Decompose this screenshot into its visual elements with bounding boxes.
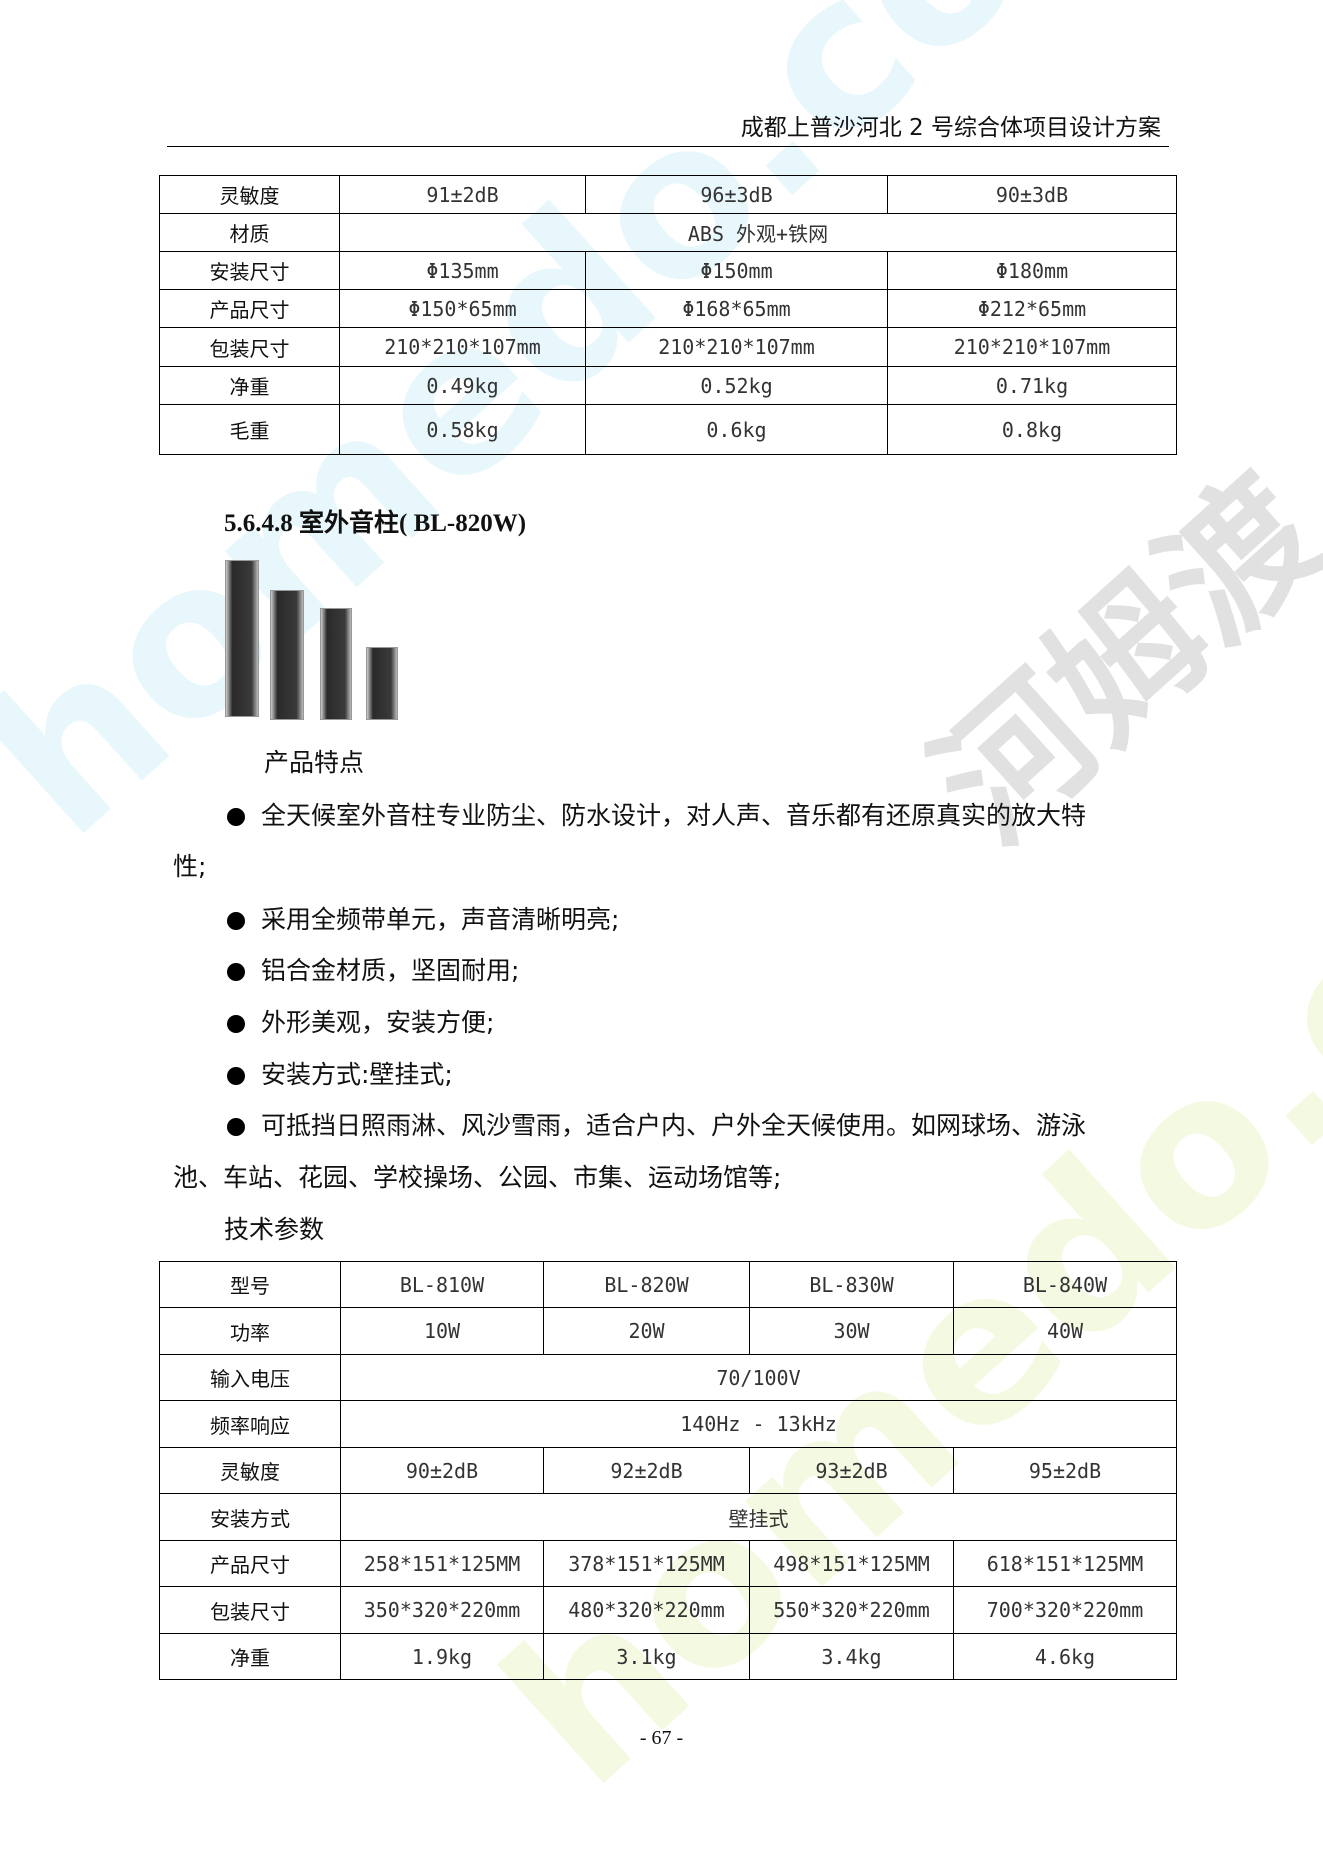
table-cell: 480*320*220mm (543, 1586, 750, 1634)
table-row: 包装尺寸 210*210*107mm 210*210*107mm 210*210*10… (159, 327, 1177, 367)
table-row: 频率响应 140Hz - 13kHz (159, 1400, 1177, 1448)
table-cell: 210*210*107mm (339, 327, 586, 367)
table-cell: 258*151*125MM (340, 1540, 544, 1587)
table-row: 材质 ABS 外观+铁网 (159, 213, 1177, 252)
table-row: 功率 10W 20W 30W 40W (159, 1307, 1177, 1355)
table-cell: 0.52kg (585, 366, 888, 405)
table-cell: 40W (953, 1307, 1177, 1355)
row-label: 频率响应 (159, 1400, 341, 1448)
table-row: 产品尺寸 258*151*125MM 378*151*125MM 498*151*12… (159, 1540, 1177, 1587)
table-cell: 140Hz - 13kHz (340, 1400, 1177, 1448)
table-cell: Φ150mm (585, 251, 888, 290)
table-cell: 20W (543, 1307, 750, 1355)
row-label: 包装尺寸 (159, 1586, 341, 1634)
table-cell: BL-820W (543, 1261, 750, 1308)
row-label: 安装尺寸 (159, 251, 340, 290)
table-cell: 4.6kg (953, 1633, 1177, 1680)
table-row: 灵敏度 91±2dB 96±3dB 90±3dB (159, 175, 1177, 214)
table-cell: 30W (749, 1307, 954, 1355)
table-row: 毛重 0.58kg 0.6kg 0.8kg (159, 404, 1177, 455)
table-cell: 3.1kg (543, 1633, 750, 1680)
table-cell: 0.8kg (887, 404, 1177, 455)
bullet-6: 可抵挡日照雨淋、风沙雪雨，适合户内、户外全天候使用。如网球场、游泳 (227, 1106, 1086, 1142)
table-cell: BL-810W (340, 1261, 544, 1308)
table-row: 包装尺寸 350*320*220mm 480*320*220mm 550*320*22… (159, 1586, 1177, 1634)
table-cell: Φ180mm (887, 251, 1177, 290)
table-cell: 210*210*107mm (585, 327, 888, 367)
table-cell: 498*151*125MM (749, 1540, 954, 1587)
table-cell: 0.71kg (887, 366, 1177, 405)
row-label: 净重 (159, 366, 340, 405)
table-cell: 70/100V (340, 1354, 1177, 1401)
features-title: 产品特点 (264, 748, 365, 777)
spec-table-1: 灵敏度 91±2dB 96±3dB 90±3dB 材质 ABS 外观+铁网 安装尺寸 Φ135… (159, 175, 1177, 455)
row-label: 功率 (159, 1307, 341, 1355)
table-cell: 93±2dB (749, 1447, 954, 1494)
table-row: 产品尺寸 Φ150*65mm Φ168*65mm Φ212*65mm (159, 289, 1177, 328)
table-cell: ABS 外观+铁网 (339, 213, 1177, 252)
table-cell: BL-830W (749, 1261, 954, 1308)
table-cell: 0.49kg (339, 366, 586, 405)
row-label: 毛重 (159, 404, 340, 455)
table-cell: 91±2dB (339, 175, 586, 214)
table-cell: 90±3dB (887, 175, 1177, 214)
header-rule (167, 146, 1169, 147)
row-label: 材质 (159, 213, 340, 252)
bullet-4: 外形美观，安装方便; (227, 1003, 494, 1039)
table-row: 灵敏度 90±2dB 92±2dB 93±2dB 95±2dB (159, 1447, 1177, 1494)
row-label: 净重 (159, 1633, 341, 1680)
table-cell: 90±2dB (340, 1447, 544, 1494)
table-cell: 92±2dB (543, 1447, 750, 1494)
table-cell: 210*210*107mm (887, 327, 1177, 367)
bullet-1: 全天候室外音柱专业防尘、防水设计，对人声、音乐都有还原真实的放大特 (227, 796, 1086, 832)
table-row: 安装尺寸 Φ135mm Φ150mm Φ180mm (159, 251, 1177, 290)
row-label: 包装尺寸 (159, 327, 340, 367)
table-cell: 3.4kg (749, 1633, 954, 1680)
table-cell: 618*151*125MM (953, 1540, 1177, 1587)
bullet-6-cont: 池、车站、花园、学校操场、公园、市集、运动场馆等; (173, 1163, 782, 1192)
table-cell: 0.6kg (585, 404, 888, 455)
table-cell: Φ150*65mm (339, 289, 586, 328)
table-cell: Φ168*65mm (585, 289, 888, 328)
row-label: 灵敏度 (159, 1447, 341, 1494)
table-row: 输入电压 70/100V (159, 1354, 1177, 1401)
table-cell: 550*320*220mm (749, 1586, 954, 1634)
table-row: 净重 1.9kg 3.1kg 3.4kg 4.6kg (159, 1633, 1177, 1680)
row-label: 输入电压 (159, 1354, 341, 1401)
table-row: 净重 0.49kg 0.52kg 0.71kg (159, 366, 1177, 405)
table-cell: 95±2dB (953, 1447, 1177, 1494)
bullet-5: 安装方式:壁挂式; (227, 1055, 453, 1091)
row-label: 灵敏度 (159, 175, 340, 214)
header-title: 成都上普沙河北 2 号综合体项目设计方案 (740, 115, 1161, 141)
bullet-1-cont: 性; (173, 852, 207, 881)
table-cell: Φ212*65mm (887, 289, 1177, 328)
row-label: 产品尺寸 (159, 1540, 341, 1587)
table-cell: 96±3dB (585, 175, 888, 214)
row-label: 安装方式 (159, 1493, 341, 1541)
table-cell: 700*320*220mm (953, 1586, 1177, 1634)
spec-table-2: 型号 BL-810W BL-820W BL-830W BL-840W 功率 10W 20W 30… (159, 1261, 1177, 1680)
bullet-2: 采用全频带单元，声音清晰明亮; (227, 900, 619, 936)
page-number: - 67 - (639, 1727, 684, 1749)
table-cell: 1.9kg (340, 1633, 544, 1680)
table-cell: Φ135mm (339, 251, 586, 290)
table-cell: 10W (340, 1307, 544, 1355)
row-label: 产品尺寸 (159, 289, 340, 328)
table-cell: BL-840W (953, 1261, 1177, 1308)
section-heading: 5.6.4.8 室外音柱( BL-820W) (224, 510, 527, 537)
table-cell: 壁挂式 (340, 1493, 1177, 1541)
table-cell: 0.58kg (339, 404, 586, 455)
table-row: 安装方式 壁挂式 (159, 1493, 1177, 1541)
row-label: 型号 (159, 1261, 341, 1308)
table-row: 型号 BL-810W BL-820W BL-830W BL-840W (159, 1261, 1177, 1308)
params-title: 技术参数 (224, 1215, 325, 1244)
bullet-3: 铝合金材质，坚固耐用; (227, 951, 519, 987)
table-cell: 378*151*125MM (543, 1540, 750, 1587)
table-cell: 350*320*220mm (340, 1586, 544, 1634)
